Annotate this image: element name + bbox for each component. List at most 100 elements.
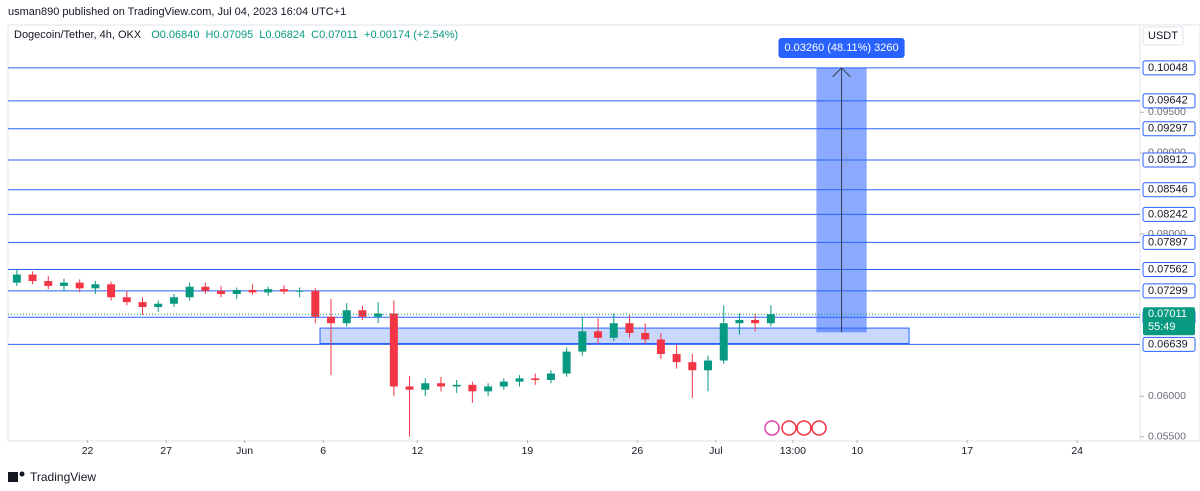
candle-body	[295, 290, 304, 292]
last-price-box	[1143, 307, 1195, 336]
candle-body	[609, 323, 618, 338]
candle-body	[248, 289, 257, 293]
candle-body	[405, 386, 414, 390]
last-price-label: 0.07011	[1148, 308, 1187, 320]
candle-body	[201, 286, 210, 291]
x-tick-label: Jun	[236, 445, 253, 457]
icon	[764, 420, 780, 436]
legend-value: H0.07095	[206, 29, 254, 41]
level-label: 0.06639	[1148, 338, 1188, 350]
candle-body	[138, 302, 147, 307]
candle-body	[515, 378, 524, 382]
candle-body	[766, 314, 775, 324]
level-label-box	[1142, 234, 1196, 250]
candle-body	[107, 284, 116, 298]
logo	[8, 471, 25, 482]
x-tick-label: 24	[1071, 445, 1083, 457]
level-label-box	[1142, 93, 1196, 109]
level-label-box	[1142, 121, 1196, 137]
legend-value: L0.06824	[259, 29, 305, 41]
legend-value: C0.07011	[311, 29, 358, 41]
candle-body	[28, 274, 37, 282]
candle-body	[484, 386, 493, 392]
x-tick-label: Jul	[709, 445, 722, 457]
candle-body	[264, 289, 273, 293]
x-tick-label: 13:00	[780, 445, 806, 457]
level-label-box	[1142, 336, 1196, 352]
candle-body	[389, 313, 398, 387]
level-label: 0.08912	[1148, 154, 1188, 166]
candle-body	[688, 362, 697, 371]
range-label-box	[778, 38, 905, 58]
candle-body	[625, 323, 634, 333]
x-tick-label: 12	[412, 445, 424, 457]
candle-body	[154, 303, 163, 307]
candle-body	[452, 384, 461, 387]
currency[interactable]: USDT	[1148, 30, 1178, 42]
level-label: 0.09642	[1148, 95, 1188, 107]
candle-body	[641, 332, 650, 340]
level-label-box	[1142, 283, 1196, 299]
candle-body	[374, 313, 383, 317]
icon	[781, 420, 797, 436]
chart-frame	[7, 24, 1200, 442]
candle-body	[578, 331, 587, 352]
candle-body	[59, 282, 68, 286]
y-tick-label: 0.05500	[1148, 431, 1186, 443]
candle-body	[719, 323, 728, 361]
level-label: 0.10048	[1148, 62, 1188, 74]
candle-body	[185, 286, 194, 298]
logo-mark	[19, 471, 25, 477]
candle-body	[672, 354, 681, 363]
level-label-box	[1142, 60, 1196, 76]
candle-body	[562, 351, 571, 374]
candle-body	[499, 381, 508, 387]
range-arrowhead	[832, 67, 851, 78]
level-label: 0.09297	[1148, 123, 1188, 135]
legend-value: O0.06840	[151, 29, 199, 41]
candle-body	[75, 282, 84, 289]
level-label-box	[1142, 152, 1196, 168]
range-label: 0.03260 (48.11%) 3260	[784, 42, 898, 54]
level-label: 0.08242	[1148, 208, 1188, 220]
candle-body	[232, 289, 241, 295]
brand: TradingView	[30, 470, 96, 484]
candle-body	[546, 373, 555, 380]
level-label: 0.07299	[1148, 285, 1188, 297]
countdown: 55:49	[1148, 321, 1176, 333]
candle-body	[217, 290, 226, 295]
candle-body	[44, 281, 53, 286]
symbol: Dogecoin/Tether, 4h, OKX	[14, 29, 142, 41]
level-label: 0.07562	[1148, 263, 1188, 275]
candle-body	[122, 297, 131, 303]
x-tick-label: 6	[320, 445, 326, 457]
x-tick-label: 10	[851, 445, 863, 457]
candle-body	[436, 383, 445, 387]
candle-body	[594, 331, 603, 338]
series-icons	[764, 420, 827, 436]
y-tick-label: 0.09500	[1148, 106, 1186, 118]
candle-body	[735, 319, 744, 324]
candle-body	[169, 297, 178, 304]
candle-body	[531, 378, 540, 380]
legend-value: +0.00174 (+2.54%)	[364, 29, 458, 41]
candle-body	[279, 289, 288, 292]
y-tick-label: 0.06000	[1148, 390, 1186, 402]
candle-body	[656, 339, 665, 355]
x-tick-label: 26	[631, 445, 643, 457]
level-label-box	[1142, 262, 1196, 278]
candle-body	[12, 274, 21, 283]
x-tick-label: 22	[82, 445, 94, 457]
level-label: 0.07897	[1148, 236, 1188, 248]
candle-body	[311, 290, 320, 317]
x-tick-label: 27	[160, 445, 172, 457]
level-label: 0.08546	[1148, 184, 1188, 196]
currency-box[interactable]	[1142, 26, 1184, 46]
logo-mark	[8, 472, 18, 482]
candle-body	[704, 360, 713, 371]
candle-body	[342, 310, 351, 324]
icon	[811, 420, 827, 436]
candle-body	[421, 383, 430, 390]
